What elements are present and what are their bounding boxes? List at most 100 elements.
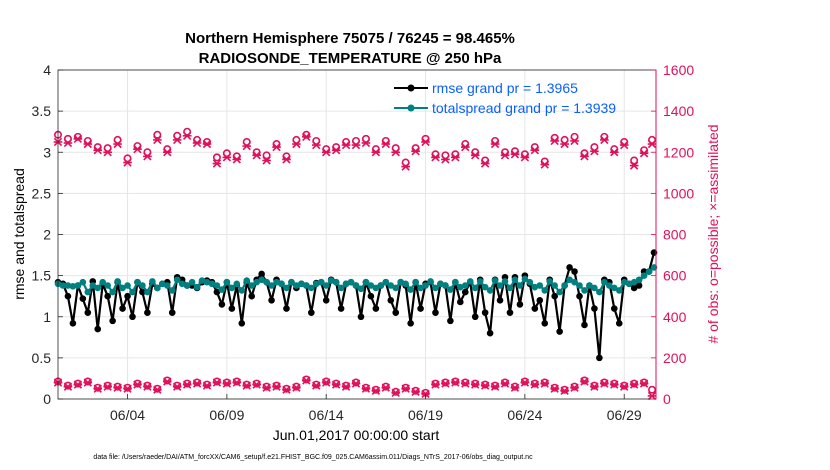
series-rmse-point	[407, 320, 414, 327]
series-totalspread-point	[312, 280, 320, 288]
series-rmse-point	[213, 288, 221, 296]
series-totalspread-point	[288, 278, 295, 286]
y-right-tick-label: 1200	[663, 144, 694, 160]
series-totalspread-point	[303, 282, 310, 289]
series-totalspread-point	[283, 284, 290, 292]
y-left-tick-label: 2.5	[32, 185, 52, 201]
obs-assimilated-marker	[590, 382, 599, 391]
obs-assimilated-marker	[647, 391, 657, 401]
series-totalspread-point	[198, 277, 206, 284]
series-totalspread-point	[501, 278, 509, 285]
series-rmse-point	[566, 264, 573, 271]
obs-possible-marker	[123, 383, 132, 392]
series-totalspread-point	[397, 278, 405, 286]
series-rmse-point	[129, 313, 136, 321]
series-rmse-point	[556, 328, 563, 335]
series-totalspread-point	[407, 286, 414, 293]
y-left-tick-label: 0	[43, 391, 51, 407]
y-right-tick-label: 400	[663, 309, 687, 325]
obs-assimilated-marker	[540, 160, 550, 169]
obs-possible-marker	[580, 376, 589, 385]
obs-possible-marker	[193, 378, 202, 387]
obs-assimilated-marker	[391, 388, 401, 397]
series-totalspread-point	[59, 282, 67, 289]
obs-assimilated-marker	[590, 147, 599, 156]
y-axis-left: 0 0.5 1 1.5 2 2.5 3 3.5 4	[32, 62, 63, 407]
series-totalspread-point	[64, 282, 72, 289]
obs-assimilated-marker	[123, 158, 132, 167]
y-axis-right: 0 200 400 600 800 1000 1200 1400 1600	[651, 62, 694, 407]
series-rmse-point	[551, 292, 558, 300]
series-totalspread-point	[551, 282, 558, 289]
obs-assimilated-marker	[401, 162, 410, 171]
obs-count-layer	[53, 127, 657, 401]
obs-possible-marker	[648, 385, 657, 394]
obs-assimilated-marker	[202, 139, 212, 149]
obs-assimilated-marker	[302, 132, 311, 141]
series-totalspread-point	[556, 288, 563, 296]
obs-possible-marker	[600, 378, 609, 387]
obs-possible-marker	[183, 379, 192, 388]
series-rmse-point	[79, 295, 87, 302]
obs-assimilated-marker	[153, 385, 162, 394]
obs-assimilated-marker	[510, 150, 520, 159]
obs-assimilated-marker	[262, 156, 271, 165]
obs-assimilated-marker	[302, 376, 311, 385]
series-rmse-point	[447, 317, 454, 325]
series-rmse-point	[268, 297, 275, 304]
obs-possible-marker	[560, 385, 569, 394]
series-totalspread-point	[263, 278, 270, 286]
obs-possible-marker	[292, 382, 301, 391]
y-right-tick-label: 600	[663, 268, 687, 284]
obs-assimilated-marker	[242, 381, 252, 390]
obs-assimilated-marker	[182, 380, 192, 389]
series-totalspread-point	[208, 280, 216, 288]
obs-assimilated-marker	[580, 152, 589, 161]
obs-assimilated-marker	[162, 377, 172, 386]
obs-assimilated-marker	[123, 384, 132, 393]
obs-assimilated-marker	[371, 386, 381, 395]
obs-assimilated-marker	[93, 384, 103, 393]
obs-assimilated-marker	[480, 381, 490, 390]
series-rmse-point	[481, 309, 489, 316]
series-totalspread-point	[566, 276, 573, 284]
series-totalspread-point	[372, 284, 380, 292]
series-totalspread-point	[258, 276, 265, 284]
obs-assimilated-marker	[103, 148, 112, 157]
series-totalspread-point	[412, 278, 419, 286]
obs-possible-marker	[113, 382, 122, 391]
obs-possible-marker	[550, 383, 559, 392]
obs-possible-marker	[312, 380, 321, 389]
series-rmse-point	[541, 320, 549, 327]
obs-assimilated-marker	[83, 139, 93, 149]
obs-possible-marker	[491, 381, 500, 390]
obs-assimilated-marker	[232, 378, 242, 387]
obs-assimilated-marker	[381, 383, 391, 392]
obs-assimilated-marker	[490, 139, 500, 149]
series-totalspread-point	[437, 280, 444, 288]
obs-assimilated-marker	[431, 380, 440, 389]
obs-possible-marker	[481, 380, 490, 389]
series-rmse-point	[630, 284, 638, 292]
obs-possible-marker	[93, 383, 102, 392]
series-totalspread-point	[630, 278, 638, 286]
legend: rmse grand pr = 1.3965 totalspread grand…	[394, 80, 616, 116]
obs-assimilated-marker	[63, 138, 73, 148]
series-totalspread-point	[531, 283, 539, 291]
obs-possible-marker	[262, 151, 271, 160]
series-totalspread-point	[615, 287, 623, 294]
series-totalspread-point	[640, 272, 648, 279]
y-left-tick-label: 3	[43, 144, 51, 160]
series-totalspread-point	[516, 282, 524, 289]
obs-assimilated-marker	[73, 134, 83, 144]
series-totalspread-point	[452, 278, 459, 286]
series-rmse-point	[144, 309, 151, 316]
x-tick-label: 06/19	[408, 407, 443, 423]
y-axis-left-label: rmse and totalspread	[11, 168, 27, 300]
series-rmse-point	[486, 329, 494, 337]
series-rmse-point	[576, 292, 583, 300]
obs-possible-marker	[203, 137, 212, 146]
obs-possible-marker	[302, 375, 311, 384]
series-totalspread-point	[521, 275, 529, 283]
obs-assimilated-marker	[361, 138, 371, 148]
